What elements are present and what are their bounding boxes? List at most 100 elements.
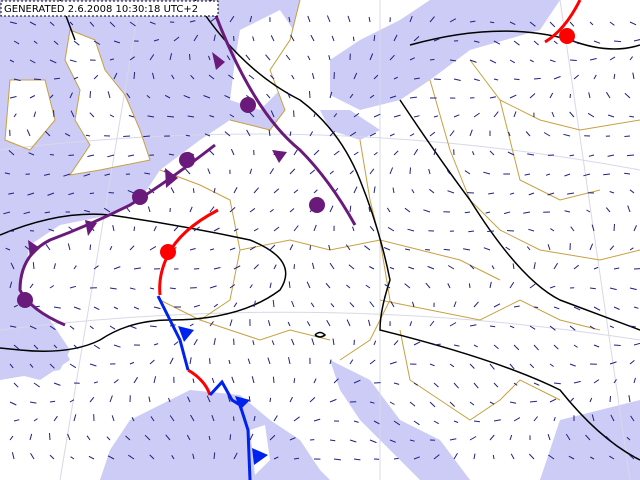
wind-arrow xyxy=(427,265,435,270)
wind-arrow xyxy=(409,167,411,175)
wind-arrow xyxy=(129,287,136,290)
wind-arrow xyxy=(189,357,192,365)
wind-arrow xyxy=(270,74,275,80)
wind-arrow xyxy=(409,96,417,99)
wind-arrow xyxy=(629,56,633,61)
wind-arrow xyxy=(226,55,231,61)
label-box xyxy=(0,0,219,17)
wind-arrow xyxy=(549,59,556,63)
wind-arrow xyxy=(164,94,171,99)
wind-arrow xyxy=(167,115,175,118)
wind-arrow xyxy=(333,150,340,156)
wind-arrow xyxy=(525,131,531,137)
wind-arrow xyxy=(29,95,36,99)
cold-front xyxy=(156,295,268,480)
wind-arrow xyxy=(33,344,39,350)
wind-arrow xyxy=(152,72,155,80)
wind-arrow xyxy=(229,207,236,213)
wind-arrow xyxy=(464,170,471,175)
wind-arrow xyxy=(389,361,397,365)
wind-arrow xyxy=(464,211,471,214)
wind-arrow xyxy=(485,211,491,214)
wind-arrow xyxy=(129,245,135,251)
wind-arrow xyxy=(213,34,216,42)
wind-arrow xyxy=(189,323,194,327)
wind-arrow xyxy=(113,344,121,348)
wind-arrow xyxy=(389,266,395,270)
wind-arrow xyxy=(233,452,238,460)
wind-arrow xyxy=(549,325,556,331)
wind-arrow xyxy=(386,207,391,213)
wind-arrow xyxy=(529,363,535,369)
wind-arrow xyxy=(251,376,255,384)
wind-arrow xyxy=(609,56,616,61)
wind-arrow xyxy=(425,249,431,251)
wind-arrow xyxy=(473,420,480,423)
wind-arrow xyxy=(44,130,51,137)
wind-arrow xyxy=(509,325,515,329)
wind-arrow xyxy=(509,281,515,289)
wind-arrow xyxy=(329,439,336,442)
wind-arrow xyxy=(493,303,501,308)
wind-arrow xyxy=(273,264,277,270)
wind-arrow xyxy=(68,192,75,196)
wind-arrow xyxy=(505,246,511,251)
wind-arrow xyxy=(269,168,275,175)
wind-arrow xyxy=(53,77,60,80)
wind-arrow xyxy=(173,341,179,346)
wind-arrow xyxy=(253,415,256,422)
wind-arrow xyxy=(173,36,180,42)
wind-arrow xyxy=(190,414,195,422)
wind-arrow xyxy=(573,264,580,270)
wind-arrow xyxy=(133,267,141,270)
wind-arrow xyxy=(613,306,620,310)
wind-arrow xyxy=(393,420,401,426)
wind-arrow xyxy=(189,206,193,213)
wind-arrow xyxy=(405,248,411,251)
wind-arrow xyxy=(325,282,331,289)
wind-arrow xyxy=(106,436,111,441)
wind-arrow xyxy=(473,40,480,43)
wind-arrow xyxy=(613,223,615,232)
wind-arrow xyxy=(613,40,622,43)
wind-arrow xyxy=(545,173,551,176)
wind-arrow xyxy=(93,306,100,311)
wind-arrow xyxy=(349,359,354,365)
wind-arrow xyxy=(153,343,159,346)
wind-arrow xyxy=(629,189,635,194)
wind-arrow xyxy=(186,434,191,441)
wind-arrow xyxy=(150,416,155,422)
wind-arrow xyxy=(373,35,376,42)
wind-arrow xyxy=(272,376,275,384)
wind-arrow xyxy=(564,173,571,177)
wind-arrow xyxy=(453,420,459,423)
wind-arrow xyxy=(628,395,631,403)
wind-arrow xyxy=(433,382,439,388)
wind-arrow xyxy=(333,113,338,118)
wind-arrow xyxy=(433,78,441,80)
wind-arrow xyxy=(332,338,335,346)
wind-arrow xyxy=(610,414,615,422)
wind-arrow xyxy=(86,435,91,441)
wind-arrow xyxy=(13,382,19,388)
wind-arrow xyxy=(389,401,395,405)
wind-arrow xyxy=(208,55,211,61)
wind-arrow xyxy=(73,414,77,422)
wind-arrow xyxy=(449,438,457,441)
wind-arrow xyxy=(392,187,395,194)
wind-arrow xyxy=(313,224,317,232)
wind-arrow xyxy=(409,321,413,327)
wind-arrow xyxy=(69,285,77,289)
wind-arrow xyxy=(489,363,495,370)
wind-arrow xyxy=(87,154,95,157)
wind-arrow xyxy=(29,59,36,64)
wind-arrow xyxy=(153,39,160,42)
wind-arrow xyxy=(353,186,358,194)
wind-arrow xyxy=(629,360,635,365)
wind-arrow xyxy=(213,227,220,232)
wind-arrow xyxy=(313,378,317,384)
wind-arrow xyxy=(189,248,196,251)
wind-arrow xyxy=(127,154,135,157)
wind-arrow xyxy=(533,306,539,308)
wind-arrow xyxy=(268,129,271,137)
